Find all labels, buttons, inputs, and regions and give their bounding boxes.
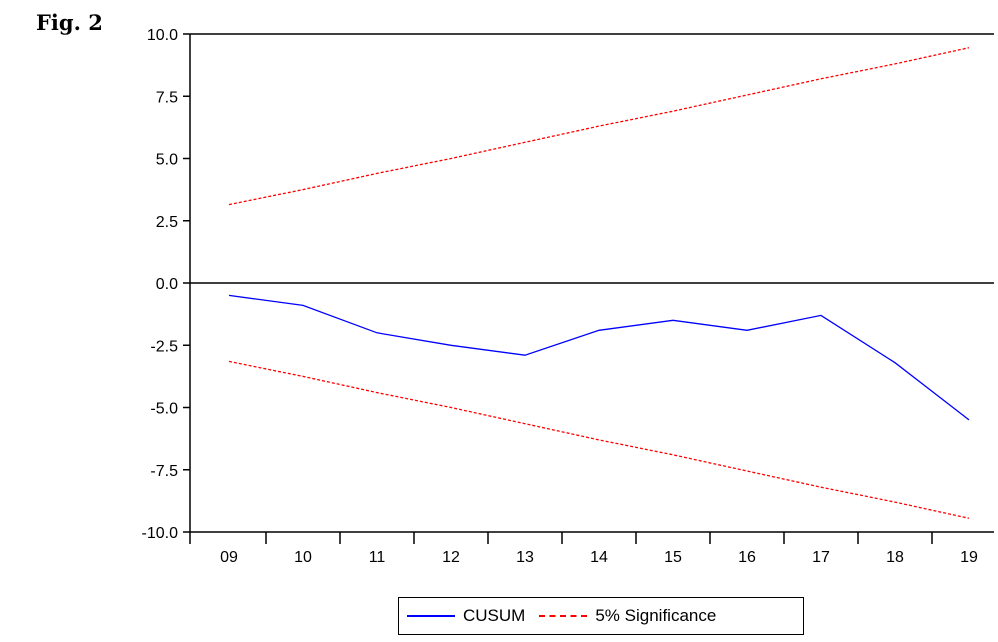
figure-label: Fig. 2 [36, 10, 103, 35]
legend-swatch-cusum [407, 615, 455, 617]
lower-significance-line [228, 360, 970, 519]
x-tick-label: 09 [220, 549, 238, 566]
y-tick-label: -7.5 [150, 463, 178, 480]
y-tick-label: 2.5 [156, 214, 178, 231]
chart-legend: CUSUM 5% Significance [398, 597, 804, 635]
cusum-line-chart: 10.0 7.5 5.0 2.5 0.0 -2.5 -5.0 -7.5 -10.0 09 10 11 1… [142, 27, 994, 566]
y-tick-label: 7.5 [156, 89, 178, 106]
legend-label-cusum: CUSUM [463, 606, 526, 625]
y-tick-label: -5.0 [150, 401, 178, 418]
y-tick-label: 0.0 [156, 276, 178, 293]
upper-significance-line [228, 47, 970, 206]
x-tick-label: 18 [886, 549, 904, 566]
x-tick-label: 16 [738, 549, 756, 566]
x-tick-label: 11 [369, 549, 386, 566]
legend-swatch-significance [539, 615, 588, 617]
x-tick-label: 10 [294, 549, 312, 566]
y-tick-label: -10.0 [142, 525, 179, 542]
x-tick-label: 15 [664, 549, 682, 566]
x-tick-label: 19 [960, 549, 978, 566]
y-tick-label: 5.0 [156, 152, 178, 169]
x-tick-label: 13 [516, 549, 534, 566]
legend-item-significance: 5% Significance [539, 606, 716, 626]
cusum-series-line [228, 294, 970, 421]
x-tick-label: 14 [590, 549, 608, 566]
legend-item-cusum: CUSUM [407, 606, 525, 626]
y-tick-label: 10.0 [147, 27, 178, 44]
x-tick-label: 12 [442, 549, 460, 566]
y-tick-label: -2.5 [150, 338, 178, 355]
legend-label-significance: 5% Significance [595, 606, 717, 625]
x-tick-label: 17 [812, 549, 830, 566]
